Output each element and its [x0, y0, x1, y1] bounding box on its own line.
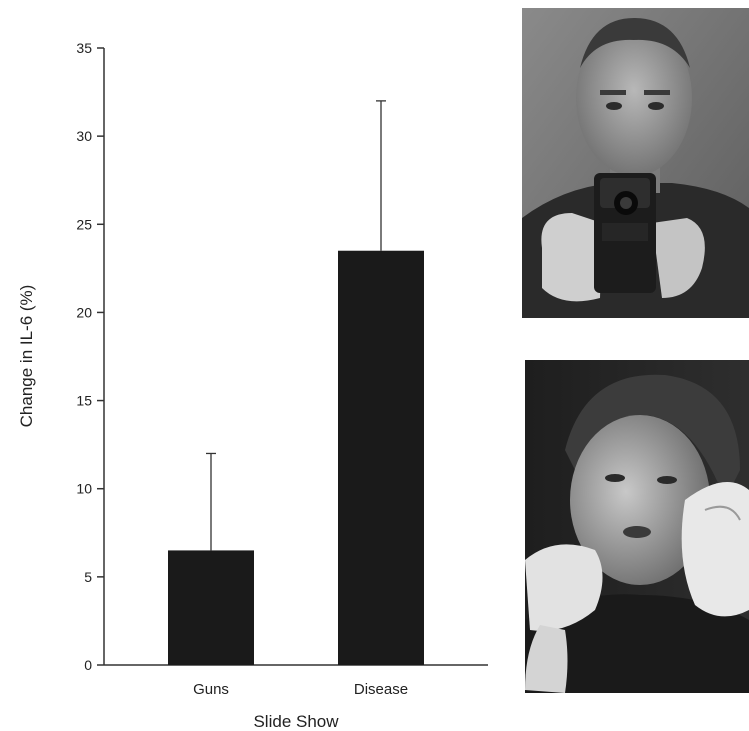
- x-axis-title: Slide Show: [253, 712, 339, 731]
- disease-photo: [525, 360, 749, 693]
- bars: [168, 250, 424, 665]
- y-tick-label: 15: [76, 393, 92, 409]
- bar-guns: [168, 550, 254, 665]
- y-tick-label: 0: [84, 657, 92, 673]
- x-tick-label-guns: Guns: [193, 681, 229, 698]
- x-axis-tick-labels: Guns Disease: [193, 681, 408, 698]
- y-tick-label: 5: [84, 569, 92, 585]
- error-bars: [206, 100, 386, 551]
- y-tick-label: 20: [76, 304, 92, 320]
- y-axis-title: Change in IL-6 (%): [17, 285, 36, 428]
- bar-disease: [338, 250, 424, 665]
- y-tick-label: 30: [76, 128, 92, 144]
- y-tick-label: 35: [76, 40, 92, 56]
- y-tick-label: 10: [76, 481, 92, 497]
- y-axis-ticks: 0 5 10 15 20 25 30 35: [76, 40, 104, 673]
- gun-photo: [522, 8, 749, 318]
- y-tick-label: 25: [76, 216, 92, 232]
- chart-axes: [103, 48, 488, 666]
- x-tick-label-disease: Disease: [354, 681, 408, 698]
- bar-chart: 0 5 10 15 20 25 30 35 Guns Disease Slide Show Ch…: [17, 40, 488, 731]
